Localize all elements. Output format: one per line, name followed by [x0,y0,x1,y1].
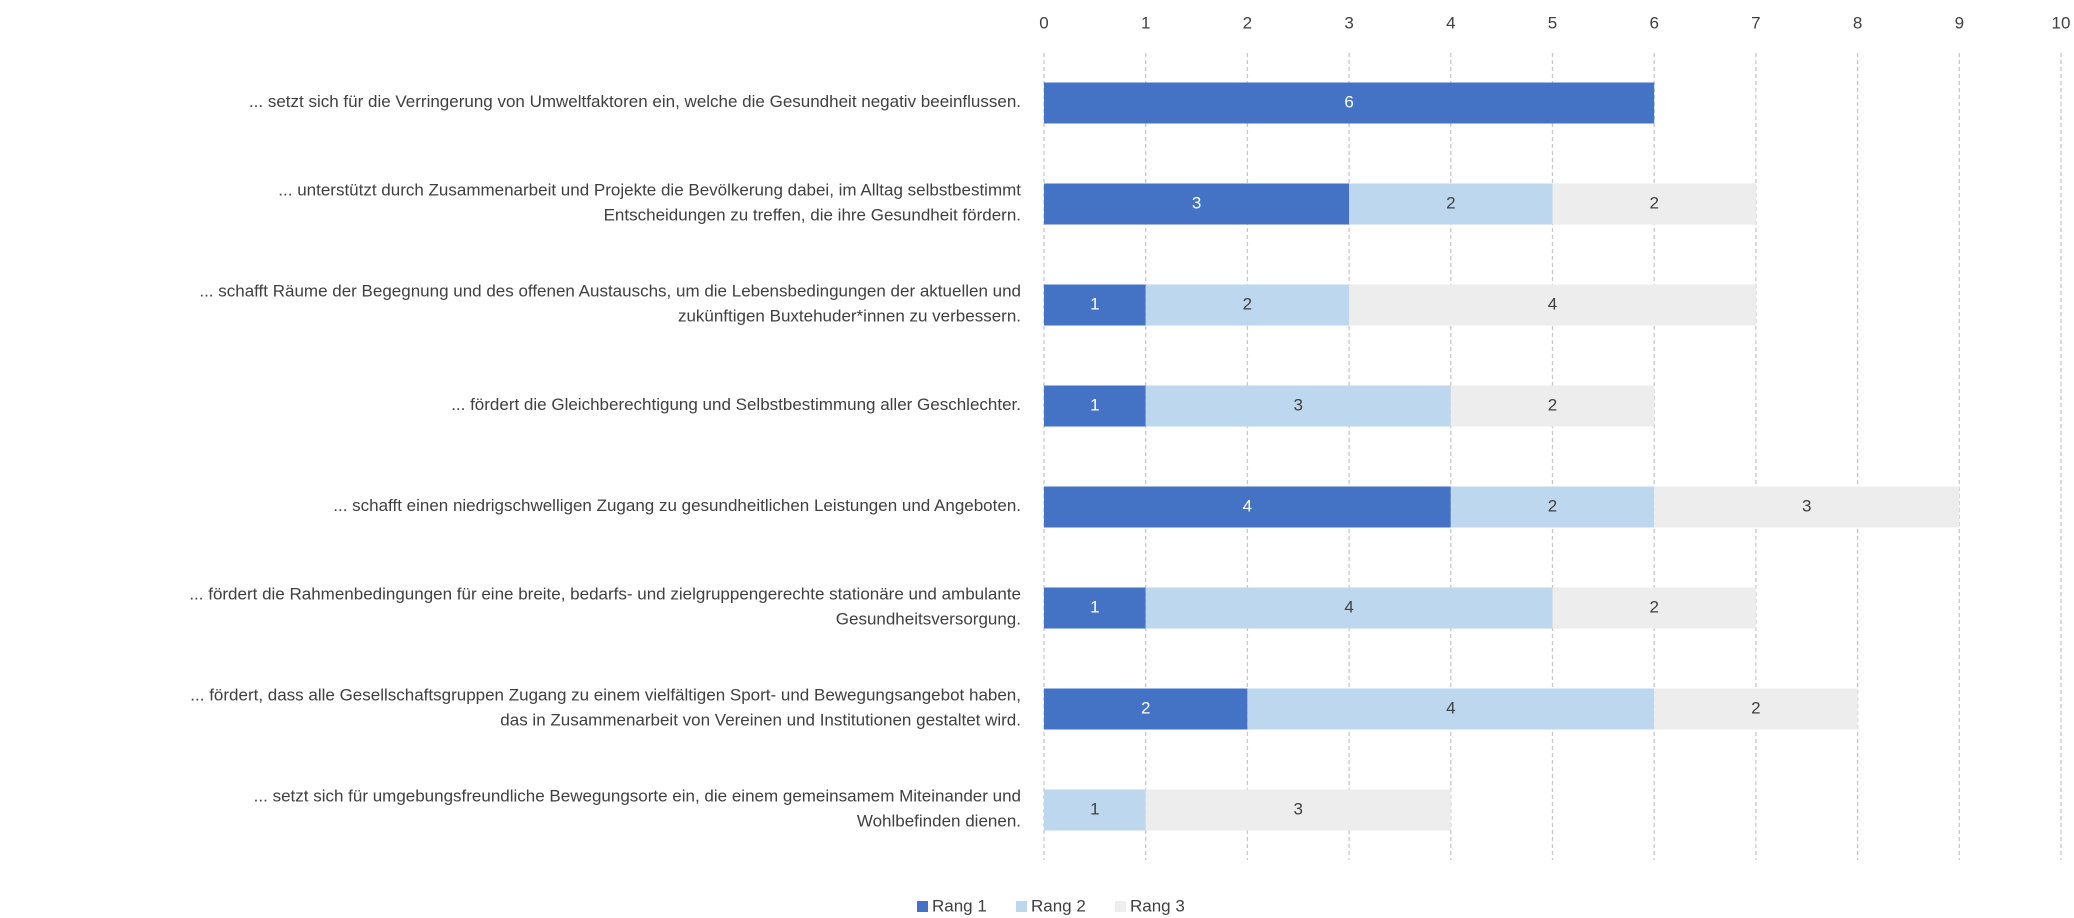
bar-segment [1349,284,1756,326]
legend-label: Rang 3 [1130,896,1185,915]
category-label-line: ... setzt sich für umgebungsfreundliche … [254,787,1021,806]
data-label: 1 [1090,799,1099,818]
bar-segment [1349,183,1553,225]
category-label: ... setzt sich für die Verringerung von … [249,92,1021,111]
data-label: 4 [1446,698,1455,717]
bar-segment [1450,385,1655,427]
data-label: 1 [1090,395,1099,414]
legend-swatch [917,901,928,912]
bar-segment [1654,688,1858,730]
data-label: 2 [1243,294,1252,313]
bar-segment [1044,183,1350,225]
data-label: 3 [1802,496,1811,515]
legend-swatch [1016,901,1027,912]
data-label: 3 [1294,799,1303,818]
legend-label: Rang 1 [932,896,987,915]
bar-segment [1145,587,1553,629]
category-label-line: Wohlbefinden dienen. [857,812,1021,831]
x-tick-label: 2 [1243,13,1252,32]
bar-segment [1145,284,1350,326]
data-label: 2 [1751,698,1760,717]
data-label: 1 [1090,294,1099,313]
data-label: 2 [1548,395,1557,414]
category-label-line: ... unterstützt durch Zusammenarbeit und… [278,181,1021,200]
data-label: 6 [1344,92,1353,111]
data-label: 2 [1548,496,1557,515]
bar-segment [1044,385,1146,427]
bar-segment [1044,789,1146,831]
x-tick-label: 3 [1344,13,1353,32]
category-label: ... fördert die Rahmenbedingungen für ei… [189,585,1021,629]
bar-segment [1145,789,1451,831]
x-tick-label: 4 [1446,13,1455,32]
x-tick-label: 7 [1751,13,1760,32]
x-tick-label: 8 [1853,13,1862,32]
category-label-line: ... fördert die Rahmenbedingungen für ei… [189,585,1021,604]
x-tick-label: 9 [1955,13,1964,32]
category-label: ... setzt sich für umgebungsfreundliche … [254,787,1021,831]
category-label-line: ... schafft Räume der Begegnung und des … [199,282,1021,301]
bar-segment [1450,486,1655,528]
legend-label: Rang 2 [1031,896,1086,915]
legend-swatch [1115,901,1126,912]
data-label: 2 [1141,698,1150,717]
bar-segment [1044,486,1451,528]
category-label-line: Entscheidungen zu treffen, die ihre Gesu… [604,206,1021,225]
bar-segment [1044,688,1248,730]
x-tick-label: 10 [2052,13,2071,32]
data-label: 3 [1294,395,1303,414]
data-label: 2 [1649,193,1658,212]
bar-segment [1552,587,1756,629]
category-label-line: das in Zusammenarbeit von Vereinen und I… [500,711,1021,730]
category-label-line: ... fördert, dass alle Gesellschaftsgrup… [190,686,1021,705]
bar-segment [1044,587,1146,629]
bar-segment [1552,183,1756,225]
bar-segment [1044,82,1655,124]
bar-segment [1654,486,1960,528]
data-label: 2 [1649,597,1658,616]
category-label-line: zukünftigen Buxtehuder*innen zu verbesse… [678,307,1021,326]
category-label: ... unterstützt durch Zusammenarbeit und… [278,181,1021,225]
data-label: 4 [1243,496,1252,515]
category-label-line: ... fördert die Gleichberechtigung und S… [451,395,1021,414]
bar-segment [1145,385,1451,427]
data-label: 4 [1548,294,1557,313]
data-label: 3 [1192,193,1201,212]
data-label: 4 [1344,597,1353,616]
category-label-line: ... setzt sich für die Verringerung von … [249,92,1021,111]
category-label-line: ... schafft einen niedrigschwelligen Zug… [333,496,1021,515]
category-label: ... fördert die Gleichberechtigung und S… [451,395,1021,414]
data-label: 1 [1090,597,1099,616]
category-label: ... schafft einen niedrigschwelligen Zug… [333,496,1021,515]
x-tick-label: 6 [1649,13,1658,32]
data-label: 2 [1446,193,1455,212]
category-label: ... fördert, dass alle Gesellschaftsgrup… [190,686,1021,730]
x-tick-label: 0 [1039,13,1048,32]
category-label: ... schafft Räume der Begegnung und des … [199,282,1021,326]
x-tick-label: 5 [1548,13,1557,32]
bar-segment [1247,688,1655,730]
x-tick-label: 1 [1141,13,1150,32]
category-label-line: Gesundheitsversorgung. [836,610,1021,629]
bar-segment [1044,284,1146,326]
